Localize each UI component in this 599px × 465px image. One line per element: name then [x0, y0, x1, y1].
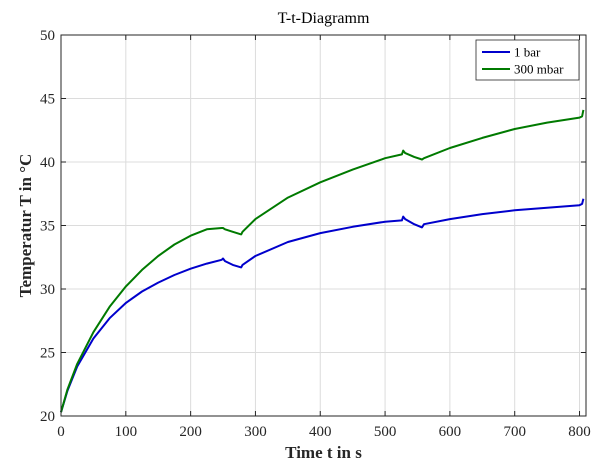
ticks [60, 34, 586, 417]
y-tick-label: 30 [40, 282, 55, 298]
series-group [60, 109, 585, 413]
x-tick-label: 300 [244, 424, 267, 440]
series-line-300-mbar [60, 109, 585, 413]
y-axis-label: Temperatur T in °C [16, 154, 35, 298]
y-tick-label: 25 [40, 346, 55, 362]
x-tick-label: 200 [179, 424, 202, 440]
y-tick-label: 35 [40, 219, 55, 235]
series-line-1-bar [60, 198, 585, 413]
legend-box [475, 39, 580, 81]
y-tick-label: 45 [40, 92, 55, 108]
tick-labels: 0 100 200 300 400 500 600 700 800 20 25 30 35 40 45 50 [40, 28, 591, 440]
x-axis-label: Time t in s [285, 443, 362, 462]
y-tick-label: 50 [40, 28, 55, 44]
x-tick-label: 400 [309, 424, 332, 440]
legend-label-1-bar: 1 bar [514, 45, 541, 60]
x-tick-label: 800 [568, 424, 591, 440]
x-tick-label: 500 [374, 424, 397, 440]
legend-label-300-mbar: 300 mbar [514, 62, 564, 77]
x-tick-label: 100 [115, 424, 138, 440]
y-tick-label: 20 [40, 409, 55, 425]
grid [61, 35, 586, 416]
x-tick-label: 600 [439, 424, 462, 440]
y-tick-label: 40 [40, 155, 55, 171]
x-tick-label: 700 [503, 424, 526, 440]
legend: 1 bar 300 mbar [475, 39, 580, 81]
x-tick-label: 0 [57, 424, 65, 440]
chart-title: T-t-Diagramm [278, 10, 370, 27]
